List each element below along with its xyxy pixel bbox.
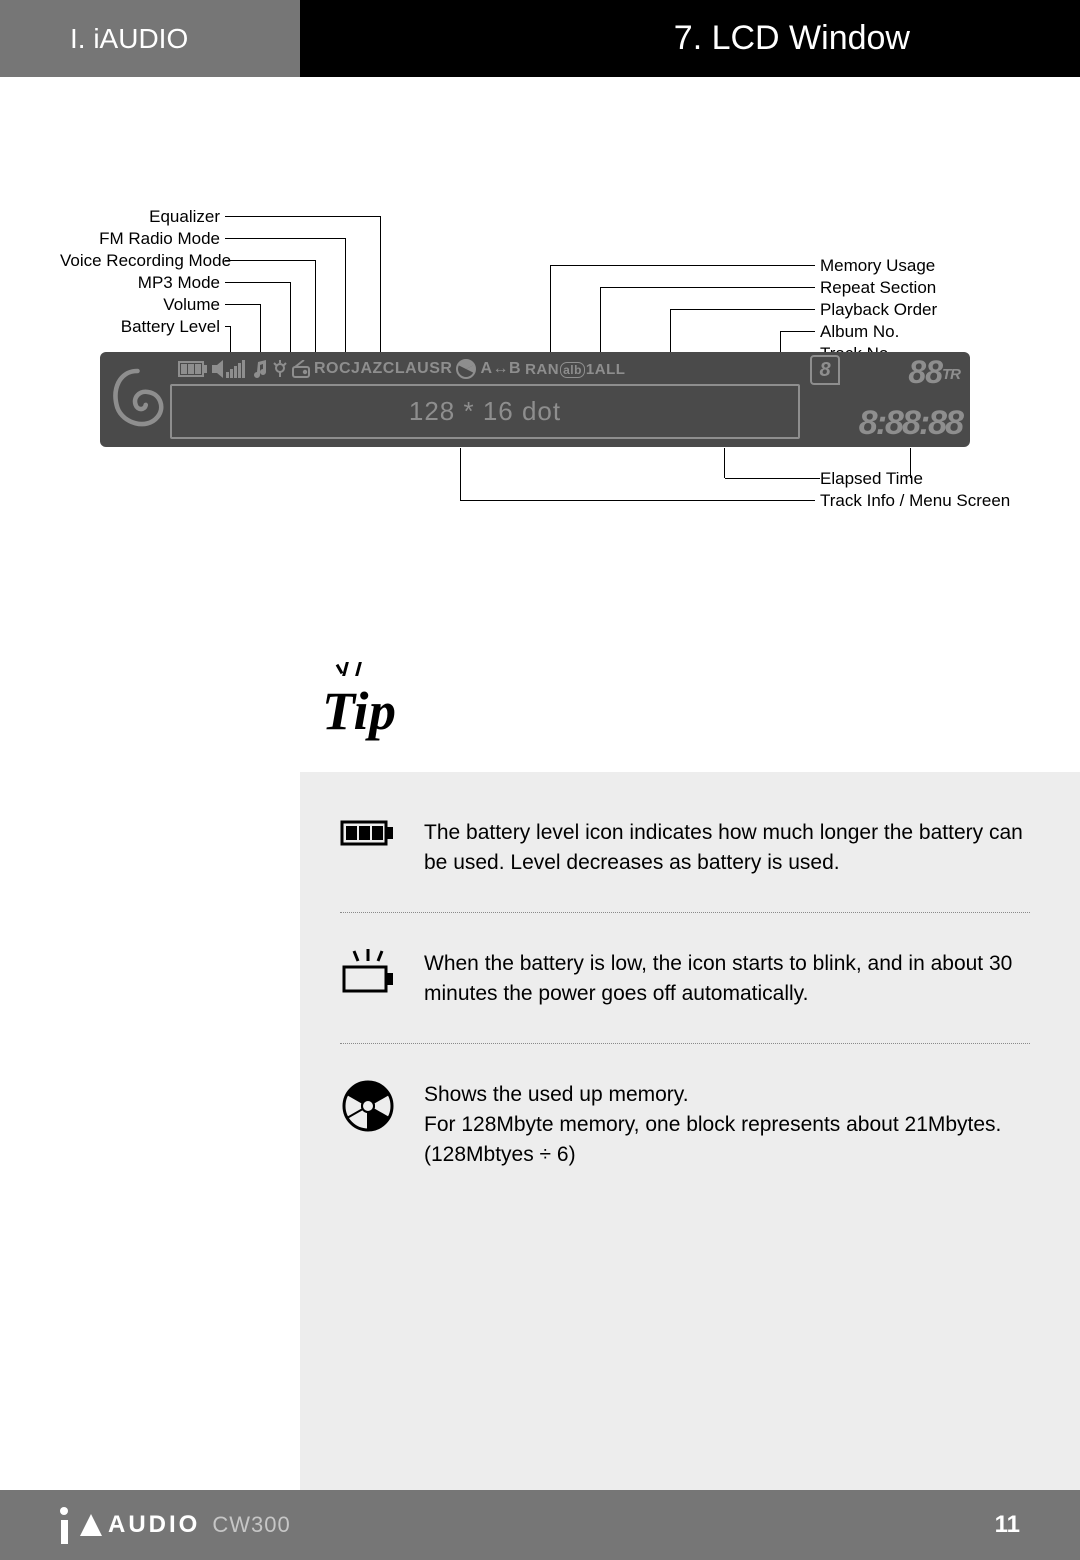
model-text: CW300 bbox=[212, 1512, 290, 1538]
tip-row: When the battery is low, the icon starts… bbox=[340, 943, 1030, 1044]
brand-text: AUDIO bbox=[108, 1511, 200, 1539]
label-volume: Volume bbox=[60, 294, 220, 316]
label-fm-radio-mode: FM Radio Mode bbox=[60, 228, 220, 250]
swirl-icon bbox=[110, 366, 165, 431]
tip-text: When the battery is low, the icon starts… bbox=[424, 949, 1030, 1009]
label-album-no: Album No. bbox=[820, 321, 1020, 343]
mic-icon bbox=[272, 360, 288, 378]
label-repeat-section: Repeat Section bbox=[820, 277, 1020, 299]
playback-order-text: RANalb1ALL bbox=[525, 361, 625, 378]
lcd-top-icon-row: ROCJAZCLAUSR A↔B RANalb1ALL bbox=[178, 356, 800, 382]
label-elapsed-time: Elapsed Time bbox=[820, 468, 1020, 490]
label-memory-usage: Memory Usage bbox=[820, 255, 1020, 277]
page-header: I. iAUDIO 7. LCD Window bbox=[0, 0, 1080, 77]
lcd-diagram: Equalizer FM Radio Mode Voice Recording … bbox=[60, 200, 1020, 560]
album-no-box: 8 bbox=[810, 355, 840, 385]
memory-wheel-icon-small bbox=[456, 359, 476, 379]
brand-dot-icon bbox=[60, 1507, 68, 1515]
right-label-list-bottom: Elapsed Time Track Info / Menu Screen bbox=[820, 468, 1020, 512]
repeat-section-text: A↔B bbox=[480, 360, 521, 378]
label-track-info-menu: Track Info / Menu Screen bbox=[820, 490, 1020, 512]
radio-icon bbox=[292, 360, 310, 378]
music-note-icon bbox=[252, 360, 268, 378]
label-equalizer: Equalizer bbox=[60, 206, 220, 228]
left-label-list: Equalizer FM Radio Mode Voice Recording … bbox=[60, 206, 220, 338]
label-playback-order: Playback Order bbox=[820, 299, 1020, 321]
battery-low-blink-icon bbox=[340, 949, 396, 995]
tip-text: The battery level icon indicates how muc… bbox=[424, 818, 1030, 878]
battery-icon bbox=[178, 361, 208, 377]
tip-text: Shows the used up memory. For 128Mbyte m… bbox=[424, 1080, 1001, 1170]
label-battery-level: Battery Level bbox=[60, 316, 220, 338]
elapsed-time-display: 8:88:88 bbox=[859, 404, 962, 443]
brand-triangle-icon bbox=[78, 1512, 104, 1538]
page-title: 7. LCD Window bbox=[300, 19, 1080, 58]
dot-matrix-area: 128 * 16 dot bbox=[170, 384, 800, 439]
volume-icon bbox=[212, 360, 248, 378]
tip-panel: The battery level icon indicates how muc… bbox=[300, 772, 1080, 1490]
track-suffix: TR bbox=[942, 366, 960, 383]
page-number: 11 bbox=[995, 1511, 1020, 1539]
page-footer: AUDIO CW300 11 bbox=[0, 1490, 1080, 1560]
memory-wheel-icon bbox=[340, 1080, 396, 1132]
track-no-display: 88TR bbox=[908, 354, 960, 391]
tip-row: Shows the used up memory. For 128Mbyte m… bbox=[340, 1074, 1030, 1170]
tip-row: The battery level icon indicates how muc… bbox=[340, 812, 1030, 913]
battery-full-icon bbox=[340, 818, 396, 848]
section-label: I. iAUDIO bbox=[0, 0, 300, 77]
tip-heading: Tip bbox=[322, 680, 396, 742]
footer-brand: AUDIO CW300 bbox=[60, 1507, 291, 1544]
label-voice-recording-mode: Voice Recording Mode bbox=[60, 250, 220, 272]
right-label-list-top: Memory Usage Repeat Section Playback Ord… bbox=[820, 255, 1020, 365]
brand-i-icon bbox=[61, 1520, 68, 1544]
label-mp3-mode: MP3 Mode bbox=[60, 272, 220, 294]
eq-modes-text: ROCJAZCLAUSR bbox=[314, 360, 452, 378]
lcd-screen: ROCJAZCLAUSR A↔B RANalb1ALL 8 88TR 8:88:… bbox=[100, 352, 970, 447]
